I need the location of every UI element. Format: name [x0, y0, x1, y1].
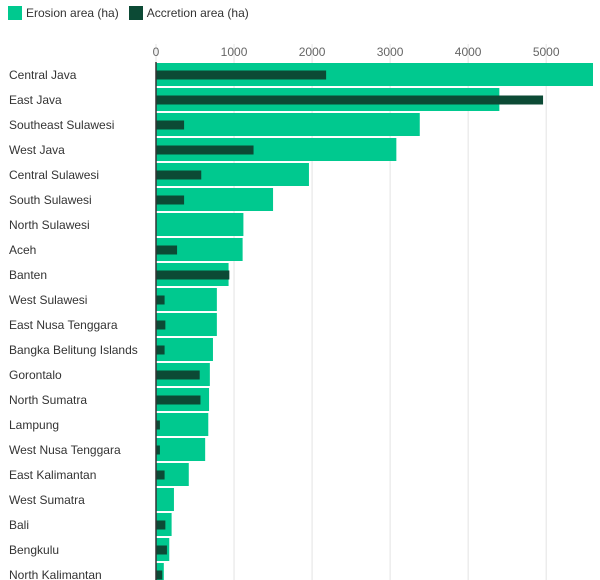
legend-swatch-accretion — [128, 6, 143, 20]
accretion-bar — [156, 470, 165, 480]
accretion-bar — [156, 420, 160, 430]
category-label: North Sumatra — [9, 393, 87, 407]
erosion-bar — [156, 163, 309, 186]
chart-legend: Erosion area (ha) Accretion area (ha) — [8, 6, 249, 20]
accretion-bar — [156, 345, 165, 355]
erosion-bar — [156, 213, 244, 236]
accretion-bar — [156, 295, 165, 305]
category-label: East Kalimantan — [9, 468, 96, 482]
category-label: Central Sulawesi — [9, 168, 99, 182]
x-tick-label: 1000 — [221, 45, 248, 59]
erosion-bar — [156, 438, 206, 461]
accretion-bar — [156, 520, 166, 530]
category-label: West Nusa Tenggara — [9, 443, 121, 457]
category-label: Gorontalo — [9, 368, 62, 382]
category-label: North Kalimantan — [9, 568, 102, 580]
legend-item-erosion[interactable]: Erosion area (ha) — [8, 6, 119, 20]
category-label: East Java — [9, 93, 62, 107]
erosion-bar — [156, 288, 217, 311]
category-label: Central Java — [9, 68, 77, 82]
category-label: Bangka Belitung Islands — [9, 343, 138, 357]
accretion-bar — [156, 370, 200, 380]
erosion-bar — [156, 463, 189, 486]
accretion-bar — [156, 245, 178, 255]
category-label: Aceh — [9, 243, 36, 257]
x-tick-label: 5000 — [533, 45, 560, 59]
accretion-bar — [156, 545, 167, 555]
accretion-bar — [156, 70, 327, 80]
accretion-bar — [156, 320, 166, 330]
erosion-bar — [156, 188, 274, 211]
category-label: West Java — [9, 143, 65, 157]
accretion-bar — [156, 120, 185, 130]
erosion-bar — [156, 63, 593, 86]
category-label: West Sulawesi — [9, 293, 87, 307]
erosion-bar — [156, 238, 243, 261]
accretion-bar — [156, 95, 544, 105]
legend-item-accretion[interactable]: Accretion area (ha) — [128, 6, 249, 20]
category-label: Banten — [9, 268, 47, 282]
erosion-bar — [156, 138, 397, 161]
legend-label-erosion: Erosion area (ha) — [26, 6, 119, 20]
x-tick-label: 4000 — [455, 45, 482, 59]
erosion-bar — [156, 338, 213, 361]
accretion-bar — [156, 270, 230, 280]
category-label: South Sulawesi — [9, 193, 92, 207]
x-tick-label: 2000 — [299, 45, 326, 59]
erosion-bar — [156, 113, 420, 136]
erosion-bar — [156, 413, 209, 436]
accretion-bar — [156, 395, 201, 405]
erosion-bar — [156, 313, 217, 336]
accretion-bar — [156, 195, 185, 205]
category-label: Lampung — [9, 418, 59, 432]
category-label: East Nusa Tenggara — [9, 318, 118, 332]
x-tick-label: 3000 — [377, 45, 404, 59]
legend-swatch-erosion — [8, 6, 22, 20]
accretion-bar — [156, 145, 254, 155]
erosion-bar — [156, 488, 174, 511]
category-label: Southeast Sulawesi — [9, 118, 114, 132]
x-tick-label: 0 — [153, 45, 160, 59]
category-label: Bengkulu — [9, 543, 59, 557]
legend-label-accretion: Accretion area (ha) — [146, 6, 249, 20]
accretion-bar — [156, 445, 160, 455]
category-label: North Sulawesi — [9, 218, 90, 232]
accretion-bar — [156, 570, 163, 580]
category-label: Bali — [9, 518, 29, 532]
accretion-bar — [156, 170, 202, 180]
category-label: West Sumatra — [9, 493, 85, 507]
